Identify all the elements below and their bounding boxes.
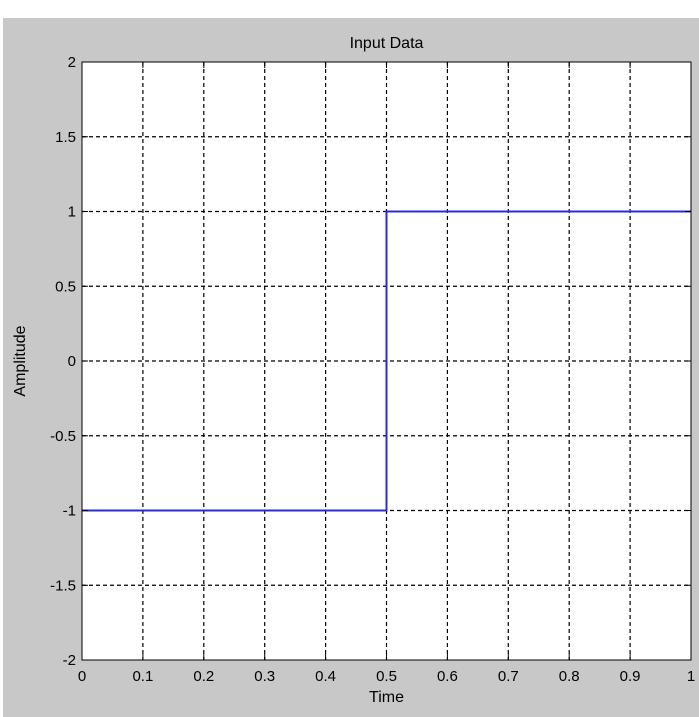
tick-marks: [81, 61, 692, 661]
y-tick-label: 2: [68, 54, 76, 71]
x-tick-label: 0.7: [498, 668, 519, 685]
x-tick-label: 1: [687, 668, 695, 685]
x-axis-label: Time: [369, 689, 404, 706]
y-tick-label: 1: [68, 204, 76, 221]
x-tick-label: 0.8: [559, 668, 580, 685]
y-tick-label: 0: [68, 353, 76, 370]
x-tick-label: 0.5: [376, 668, 397, 685]
y-tick-labels: 2 1.5 1 0.5 0 -0.5 -1 -1.5 -2: [50, 54, 76, 669]
x-tick-label: 0.4: [315, 668, 336, 685]
y-tick-label: 0.5: [55, 278, 76, 295]
y-axis-label: Amplitude: [12, 325, 29, 396]
x-tick-label: 0.1: [132, 668, 153, 685]
y-tick-label: -0.5: [50, 428, 76, 445]
y-tick-label: -1.5: [50, 577, 76, 594]
y-tick-label: -2: [63, 652, 76, 669]
x-tick-labels: 0 0.1 0.2 0.3 0.4 0.5 0.6 0.7 0.8 0.9 1: [78, 668, 695, 685]
y-tick-label: -1: [63, 503, 76, 520]
y-tick-label: 1.5: [55, 129, 76, 146]
x-tick-label: 0.3: [254, 668, 275, 685]
x-tick-label: 0.6: [437, 668, 458, 685]
series-layer: [82, 210, 691, 512]
figure-window: 0 0.1 0.2 0.3 0.4 0.5 0.6 0.7 0.8 0.9 1 2 1.5 1 0.5 0-…: [3, 18, 699, 717]
series-line: [82, 210, 691, 512]
x-tick-label: 0: [78, 668, 86, 685]
chart: 0 0.1 0.2 0.3 0.4 0.5 0.6 0.7 0.8 0.9 1 21.510.50-…: [12, 35, 695, 706]
x-tick-label: 0.2: [193, 668, 214, 685]
chart-title: Input Data: [350, 35, 424, 52]
x-tick-label: 0.9: [620, 668, 641, 685]
